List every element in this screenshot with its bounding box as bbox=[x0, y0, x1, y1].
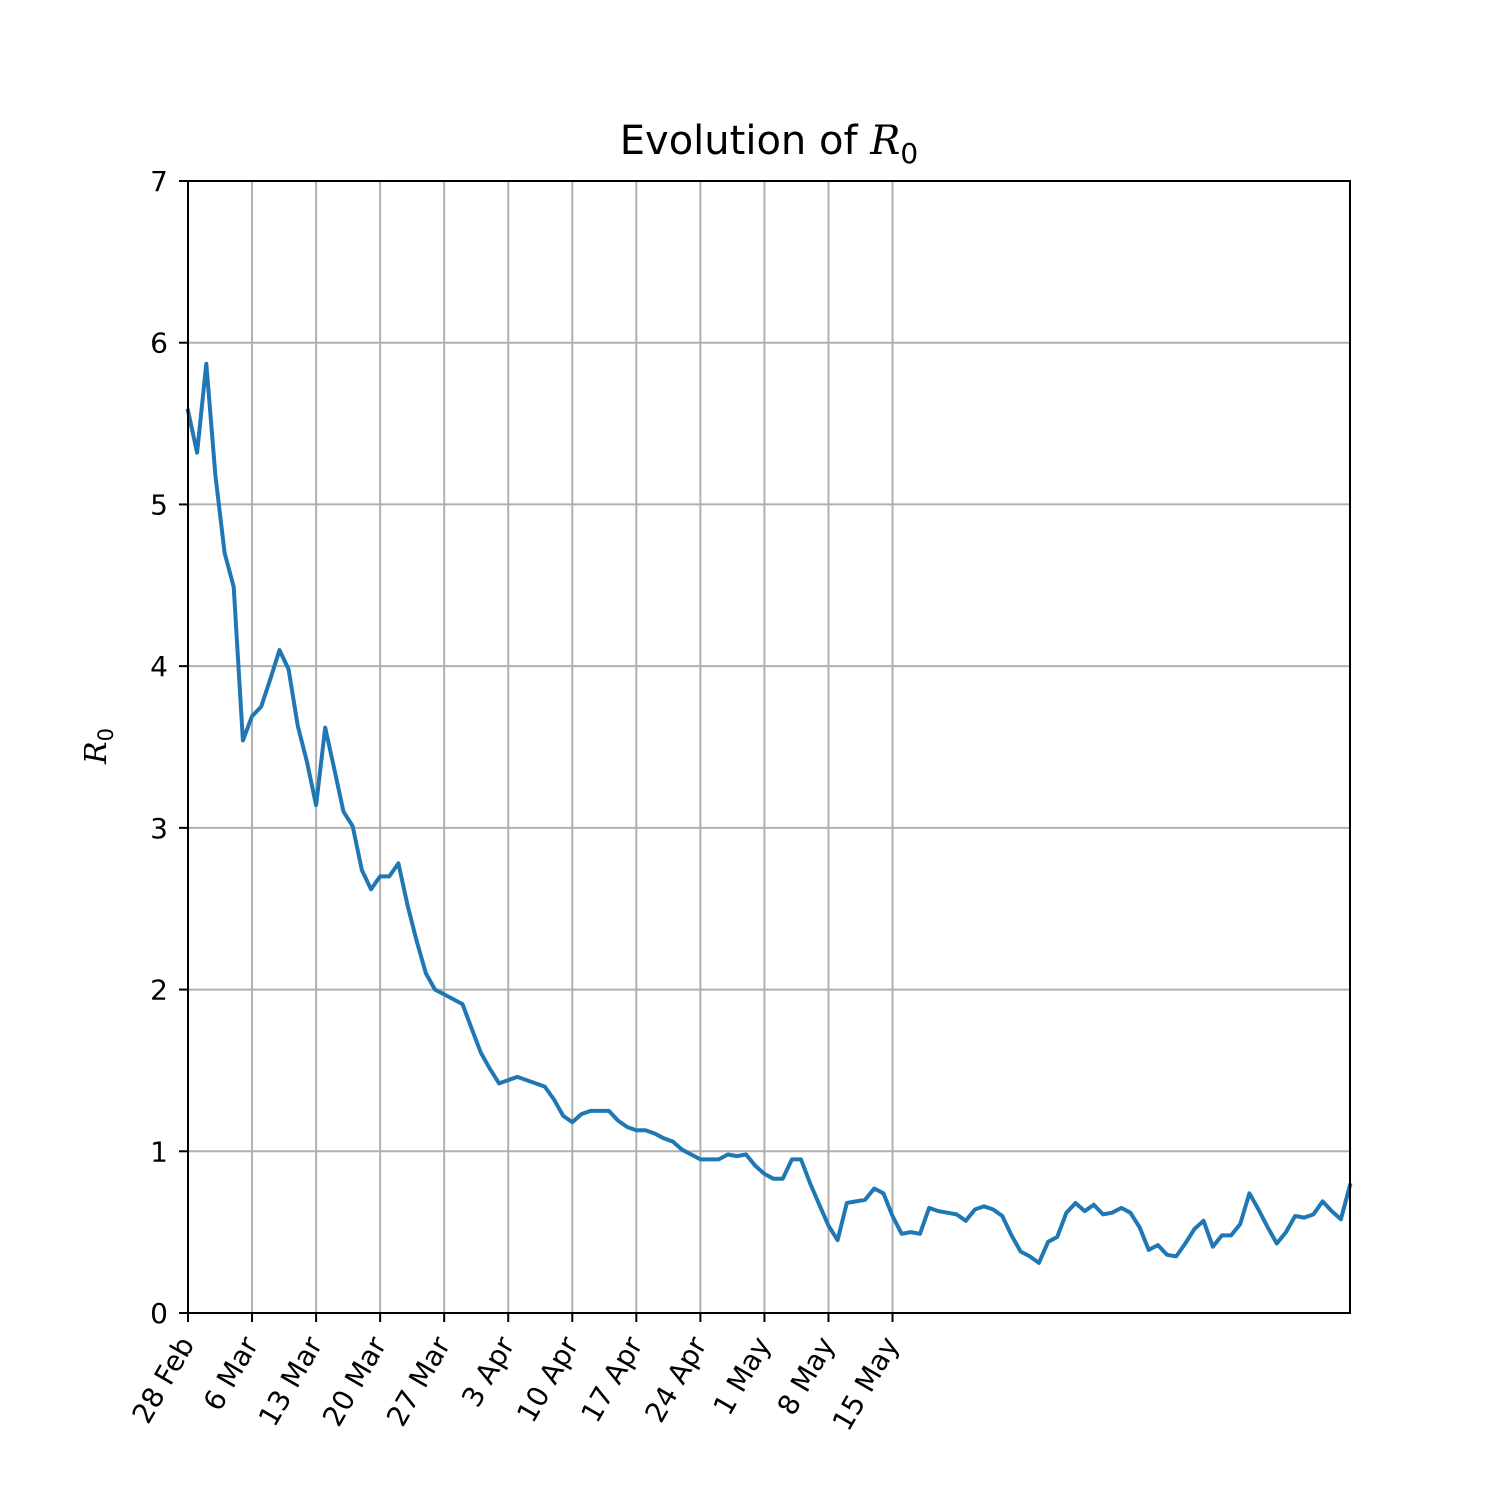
y-tick-label: 2 bbox=[150, 974, 168, 1007]
r0-series-line bbox=[185, 361, 1353, 1265]
y-axis-label: R0 bbox=[79, 728, 118, 765]
y-tick-label: 1 bbox=[150, 1135, 168, 1168]
plot-frame bbox=[187, 180, 1351, 1314]
chart-title-prefix: Evolution of bbox=[620, 118, 871, 164]
y-tick-label: 5 bbox=[150, 488, 168, 521]
y-axis-label-symbol: R bbox=[79, 741, 114, 765]
y-tick-label: 7 bbox=[150, 165, 168, 198]
chart-title-symbol: R bbox=[869, 118, 900, 164]
chart-title-subscript: 0 bbox=[900, 137, 918, 170]
y-tick-label: 6 bbox=[150, 327, 168, 360]
y-tick-label: 4 bbox=[150, 650, 168, 683]
y-axis-label-subscript: 0 bbox=[94, 728, 118, 741]
y-tick-label: 3 bbox=[150, 812, 168, 845]
y-axis: 0 1 2 3 4 5 6 7 bbox=[150, 165, 188, 1330]
chart-title: Evolution of R0 bbox=[620, 118, 918, 170]
y-tick-label: 0 bbox=[150, 1297, 168, 1330]
series-layer bbox=[185, 361, 1353, 1265]
